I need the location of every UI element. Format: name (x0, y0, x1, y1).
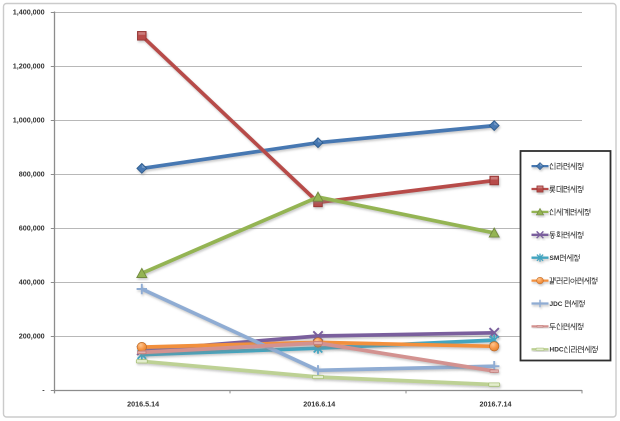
svg-text:HDC: HDC (550, 347, 564, 354)
svg-text:1,200,000: 1,200,000 (13, 62, 45, 71)
svg-text:JDC: JDC (550, 301, 563, 308)
svg-text:200,000: 200,000 (19, 332, 45, 341)
svg-text:800,000: 800,000 (19, 170, 45, 179)
svg-text:1,400,000: 1,400,000 (13, 8, 45, 17)
svg-text:2016.5.14: 2016.5.14 (127, 399, 159, 408)
svg-text:-: - (42, 386, 45, 395)
svg-text:600,000: 600,000 (19, 224, 45, 233)
svg-text:2016.7.14: 2016.7.14 (480, 399, 512, 408)
svg-text:400,000: 400,000 (19, 278, 45, 287)
svg-text:2016.6.14: 2016.6.14 (303, 399, 335, 408)
svg-text:1,000,000: 1,000,000 (13, 116, 45, 125)
svg-text:SM: SM (550, 255, 560, 262)
